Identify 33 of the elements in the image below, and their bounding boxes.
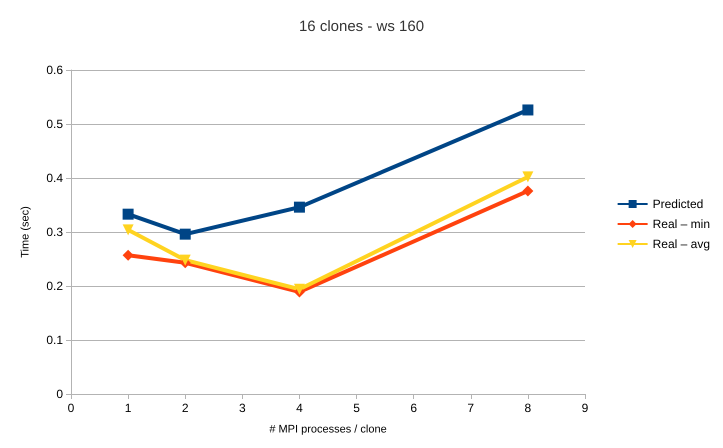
x-tick-label: 7 [467, 401, 474, 415]
point [294, 284, 305, 295]
y-tick-label: 0.3 [46, 225, 64, 239]
point [522, 104, 534, 116]
legend-label: Real – min [652, 217, 710, 231]
legend-label: Real – avg [652, 237, 710, 251]
chart-title: 16 clones - ws 160 [298, 18, 424, 35]
point [522, 171, 534, 182]
x-tick-label: 2 [182, 401, 189, 415]
y-tick-label: 0 [56, 387, 64, 401]
y-tick-label: 0.1 [46, 333, 64, 347]
y-tick-label: 0.6 [46, 63, 64, 77]
point [122, 208, 134, 220]
point [522, 185, 534, 196]
x-tick-label: 4 [296, 401, 304, 415]
x-axis-title: # MPI processes / clone [269, 424, 387, 436]
point [294, 202, 305, 213]
point [122, 250, 134, 261]
x-tick-label: 1 [124, 401, 132, 415]
point [180, 228, 191, 240]
x-tick-label: 9 [582, 401, 589, 415]
y-tick-label: 0.2 [46, 279, 64, 293]
x-tick-label: 3 [238, 401, 246, 415]
y-tick-label: 0.4 [46, 171, 64, 185]
x-tick-label: 8 [524, 401, 532, 415]
legend-label: Predicted [652, 197, 704, 211]
x-tick-label: 0 [68, 401, 75, 415]
y-tick-label: 0.5 [46, 117, 64, 131]
point [122, 224, 134, 236]
point [180, 254, 191, 266]
x-tick-label: 5 [353, 401, 360, 415]
x-tick-label: 6 [410, 401, 418, 415]
y-axis-title: Time (sec) [20, 206, 32, 258]
